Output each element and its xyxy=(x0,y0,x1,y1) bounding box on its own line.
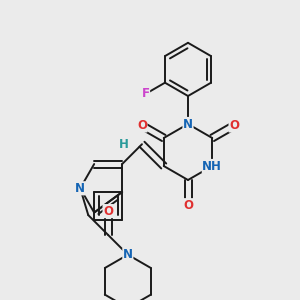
Text: NH: NH xyxy=(202,160,222,172)
Text: O: O xyxy=(229,119,239,132)
Text: O: O xyxy=(183,199,193,212)
Text: H: H xyxy=(119,138,129,151)
Text: O: O xyxy=(103,205,113,218)
Text: F: F xyxy=(142,87,150,101)
Text: N: N xyxy=(123,248,133,261)
Text: N: N xyxy=(183,118,193,130)
Text: O: O xyxy=(137,119,147,132)
Text: N: N xyxy=(75,182,85,195)
